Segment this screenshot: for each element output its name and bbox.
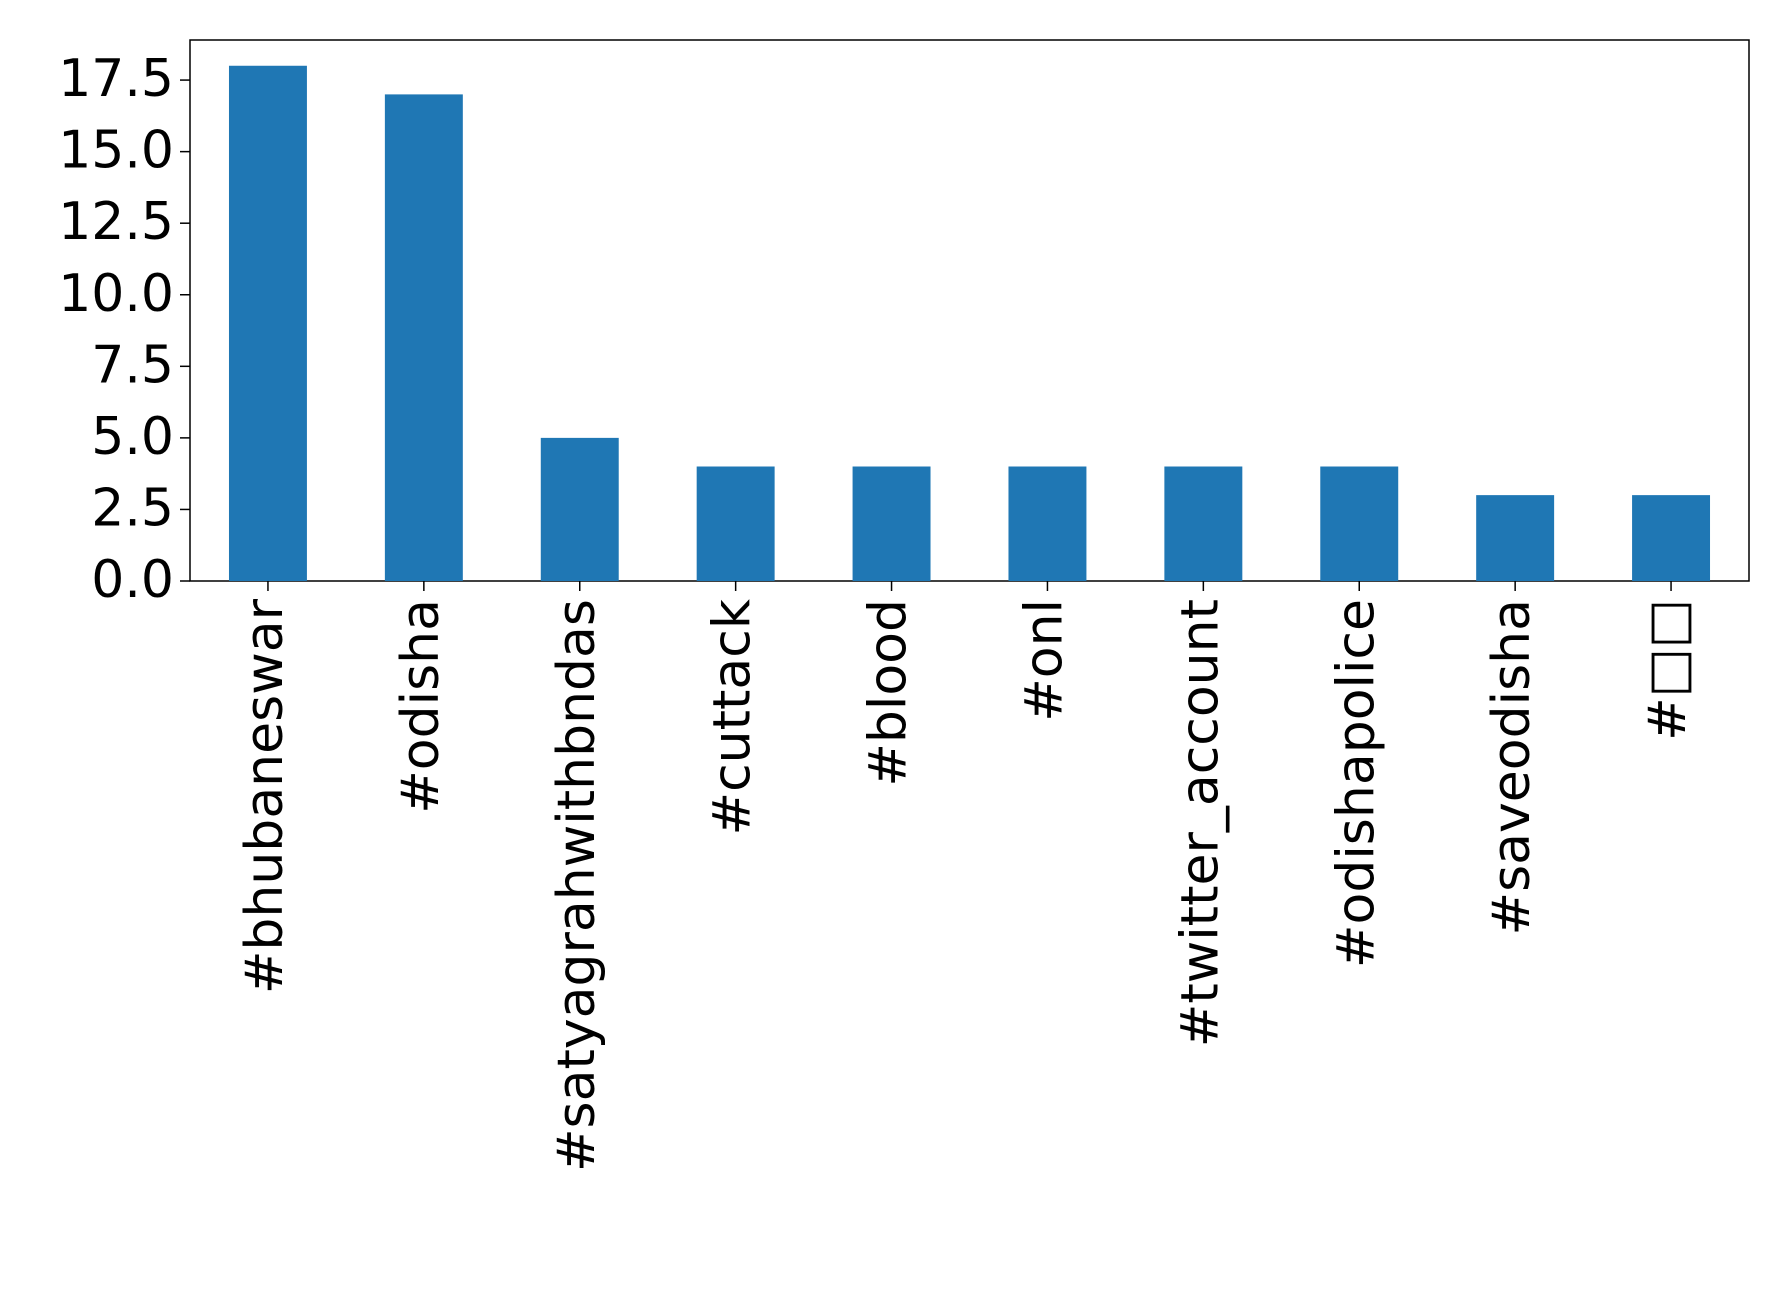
x-tick-label: #satyagrahwithbndas: [547, 599, 607, 1172]
x-tick-label: #saveodisha: [1482, 599, 1542, 935]
x-tick-label: #□□: [1638, 599, 1698, 741]
bar: [1320, 466, 1399, 581]
x-tick-label: #blood: [859, 599, 919, 787]
x-tick-label: #onl: [1014, 599, 1074, 722]
y-tick-label: 10.0: [58, 264, 174, 324]
bar: [1008, 466, 1087, 581]
y-tick-label: 15.0: [58, 121, 174, 181]
bar: [852, 466, 931, 581]
bar: [384, 94, 463, 582]
y-tick-label: 0.0: [91, 550, 174, 610]
bar: [540, 437, 619, 581]
bar: [696, 466, 775, 581]
bar: [1164, 466, 1243, 581]
y-tick-label: 7.5: [91, 335, 174, 395]
x-tick-label: #twitter_account: [1170, 599, 1230, 1047]
x-tick-label: #bhubaneswar: [235, 598, 295, 994]
x-tick-label: #odishapolice: [1326, 599, 1386, 968]
bar: [1632, 495, 1711, 581]
y-tick-label: 5.0: [91, 407, 174, 467]
bar: [228, 65, 307, 581]
bar: [1476, 495, 1555, 581]
y-tick-label: 12.5: [58, 192, 174, 252]
plot-frame: [189, 39, 1750, 582]
x-tick-label: #odisha: [391, 599, 451, 814]
y-tick-label: 2.5: [91, 478, 174, 538]
y-tick-label: 17.5: [58, 49, 174, 109]
x-tick-label: #cuttack: [703, 599, 763, 835]
